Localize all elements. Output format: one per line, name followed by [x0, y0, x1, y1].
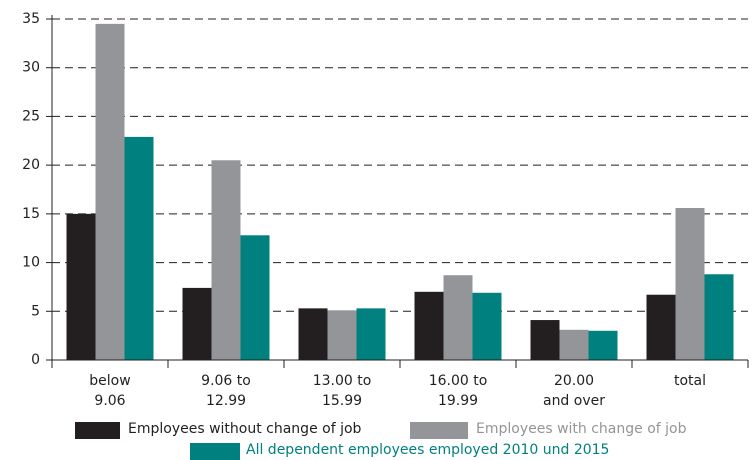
y-tick-label: 5 [31, 303, 40, 319]
bar [443, 275, 473, 360]
x-tick-label: 16.00 to 19.99 [428, 373, 488, 409]
legend-label: All dependent employees employed 2010 un… [246, 442, 610, 458]
bar [66, 213, 96, 360]
x-tick-label: 9.06 to 12.99 [201, 373, 251, 409]
legend-swatch [75, 422, 120, 439]
y-tick-label: 0 [31, 352, 40, 368]
legend-swatch [410, 422, 468, 439]
x-tick-label: 20.00 and over [542, 373, 605, 409]
bar [675, 208, 705, 360]
legend-label: Employees with change of job [476, 421, 687, 437]
bar [472, 292, 502, 360]
y-tick-label: 10 [22, 255, 40, 271]
x-tick-label: total [673, 373, 706, 389]
bar [240, 235, 270, 360]
bar [95, 23, 125, 360]
x-tick-label: 13.00 to 15.99 [312, 373, 372, 409]
bar [646, 294, 676, 360]
bar [182, 287, 212, 360]
y-tick-label: 25 [22, 108, 40, 124]
y-tick-label: 20 [22, 157, 40, 173]
y-tick-label: 15 [22, 206, 40, 222]
y-tick-label: 35 [22, 11, 40, 27]
legend-swatch [190, 443, 240, 460]
bar [124, 136, 154, 360]
x-tick-label: below 9.06 [89, 373, 131, 409]
bar [298, 308, 328, 360]
bar [356, 308, 386, 360]
legend-label: Employees without change of job [128, 421, 362, 437]
bar [327, 310, 357, 360]
bar [588, 330, 618, 360]
y-tick-label: 30 [22, 60, 40, 76]
bar [704, 274, 734, 360]
bar [211, 160, 241, 360]
bar [414, 291, 444, 360]
bar [559, 329, 589, 360]
bar [530, 320, 560, 360]
